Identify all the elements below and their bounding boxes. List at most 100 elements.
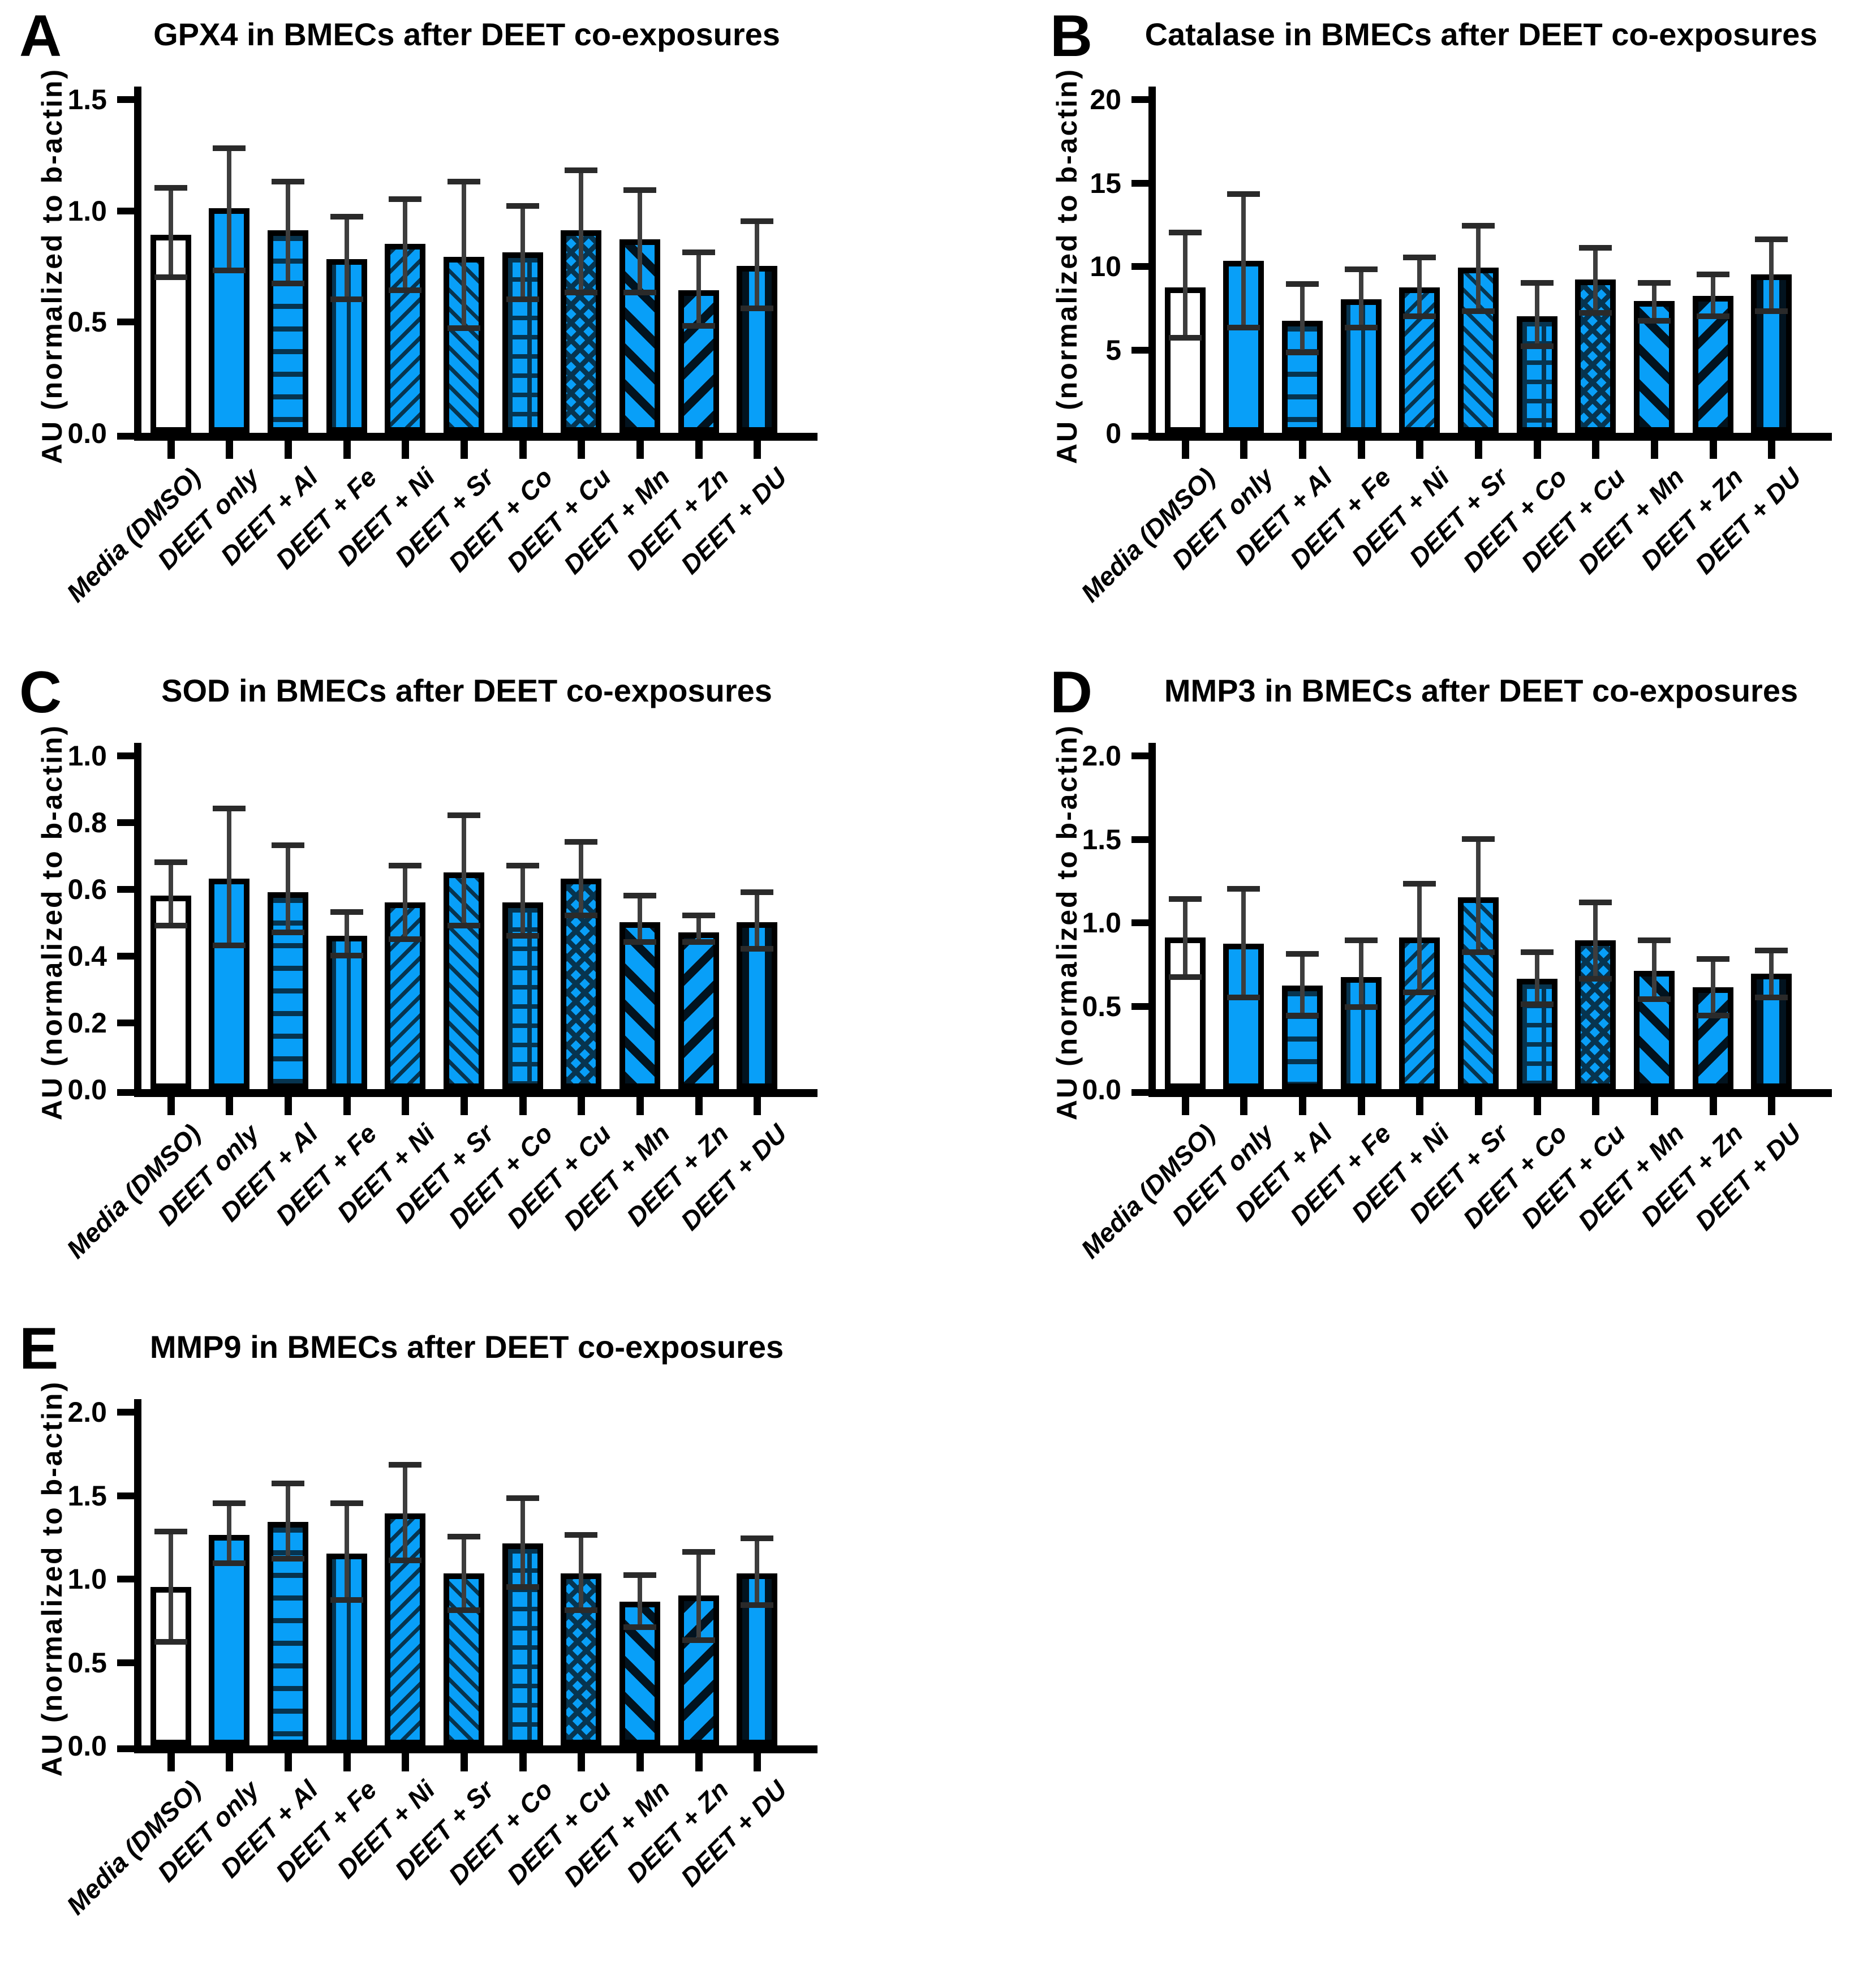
error-bar-cap-bottom	[1637, 318, 1671, 324]
error-bar-line	[403, 1465, 408, 1560]
error-bar-cap-top	[623, 187, 656, 193]
error-bar-cap-top	[1344, 266, 1378, 272]
x-tick-mark	[754, 1097, 761, 1115]
y-tick-label: 10	[1090, 251, 1121, 282]
x-tick-mark	[343, 441, 351, 459]
y-axis-line	[134, 87, 141, 441]
error-bar-line	[1651, 282, 1656, 321]
bar-deet-zn	[678, 932, 719, 1089]
error-bar-cap-top	[154, 859, 187, 865]
panel-a-letter: A	[19, 3, 62, 69]
error-bar-cap-top	[1403, 881, 1436, 887]
x-tick-mark	[343, 1753, 351, 1771]
y-tick-label: 1.0	[1082, 907, 1121, 939]
panel-d-letter: D	[1050, 660, 1093, 725]
bar-deet-sr	[444, 872, 484, 1089]
error-bar-cap-bottom	[1579, 976, 1612, 982]
error-bar-cap-bottom	[623, 1624, 656, 1630]
error-bar-cap-top	[448, 812, 480, 819]
x-tick-mark	[1475, 441, 1482, 459]
y-tick-label: 0.5	[67, 1646, 107, 1679]
x-tick-mark	[636, 441, 644, 459]
y-tick-mark	[1131, 96, 1148, 103]
y-tick-label: 0.5	[67, 306, 107, 338]
x-tick-mark	[461, 1753, 468, 1771]
x-axis-line	[134, 433, 817, 441]
error-bar-cap-bottom	[389, 1557, 422, 1563]
error-bar-cap-bottom	[1403, 313, 1436, 319]
error-bar-line	[696, 915, 701, 943]
error-bar-cap-top	[1637, 279, 1671, 286]
bar-deet-fe	[1340, 299, 1382, 433]
error-bar-cap-bottom	[623, 939, 656, 945]
x-tick-mark	[167, 1097, 175, 1115]
error-bar-line	[1534, 282, 1539, 346]
panel-d: D MMP3 in BMECs after DEET co-exposures …	[938, 656, 1876, 1313]
x-tick-mark	[402, 1097, 410, 1115]
error-bar-cap-bottom	[389, 936, 422, 942]
error-bar-line	[520, 1498, 525, 1587]
panel-c-chart: 0.0 0.2 0.4 0.6 0.8 1.0 Media (DMSO) DEET only D…	[0, 656, 938, 1313]
error-bar-line	[227, 1503, 232, 1564]
error-bar-line	[1710, 274, 1715, 316]
error-bar-cap-bottom	[448, 922, 480, 928]
error-bar-cap-top	[682, 913, 715, 919]
error-bar-line	[520, 865, 525, 936]
panel-a: A GPX4 in BMECs after DEET co-exposures …	[0, 0, 938, 656]
error-bar-line	[579, 170, 584, 293]
error-bar-cap-bottom	[506, 296, 539, 302]
error-bar-cap-top	[389, 862, 422, 868]
error-bar-cap-top	[330, 909, 363, 915]
error-bar-line	[1769, 950, 1774, 997]
error-bar-cap-top	[1286, 281, 1319, 287]
error-bar-cap-top	[1462, 836, 1495, 842]
x-tick-mark	[1650, 441, 1658, 459]
error-bar-line	[755, 221, 760, 308]
y-tick-mark	[1131, 1003, 1148, 1010]
error-bar-cap-top	[565, 839, 598, 845]
y-tick-label: 0.6	[67, 874, 107, 905]
error-bar-line	[1769, 239, 1774, 311]
y-tick-label: 1.0	[67, 195, 107, 227]
error-bar-cap-bottom	[1344, 1004, 1378, 1010]
y-tick-mark	[117, 1089, 134, 1096]
error-bar-cap-bottom	[213, 1560, 246, 1567]
error-bar-cap-bottom	[1696, 1013, 1729, 1019]
error-bar-line	[1534, 952, 1539, 1004]
error-bar-cap-top	[741, 889, 774, 895]
error-bar-line	[344, 217, 349, 299]
x-tick-mark	[519, 1097, 527, 1115]
error-bar-line	[1593, 902, 1598, 979]
x-tick-mark	[695, 441, 703, 459]
error-bar-cap-top	[1579, 899, 1612, 905]
error-bar-line	[462, 181, 466, 329]
error-bar-cap-bottom	[1168, 334, 1202, 341]
error-bar-cap-top	[565, 1532, 598, 1538]
error-bar-line	[1476, 838, 1481, 953]
x-tick-mark	[226, 441, 234, 459]
error-bar-cap-top	[1168, 230, 1202, 235]
x-tick-mark	[519, 1753, 527, 1771]
error-bar-cap-top	[623, 1572, 656, 1578]
x-tick-mark	[285, 1097, 292, 1115]
x-tick-mark	[1416, 1097, 1424, 1115]
bar-deet-cu	[1575, 279, 1616, 433]
x-tick-mark	[1357, 441, 1365, 459]
error-bar-line	[1241, 889, 1246, 997]
error-bar-line	[462, 815, 466, 926]
error-bar-line	[1241, 194, 1246, 328]
y-tick-label: 0.8	[67, 807, 107, 838]
y-tick-mark	[1131, 263, 1148, 270]
error-bar-cap-bottom	[506, 932, 539, 939]
y-tick-mark	[117, 819, 134, 826]
x-tick-mark	[1299, 441, 1307, 459]
x-tick-mark	[461, 441, 468, 459]
y-tick-mark	[117, 752, 134, 759]
x-tick-mark	[1533, 1097, 1541, 1115]
error-bar-cap-bottom	[623, 290, 656, 296]
panel-b: B Catalase in BMECs after DEET co-exposu…	[938, 0, 1876, 656]
error-bar-cap-bottom	[389, 287, 422, 294]
error-bar-cap-bottom	[272, 281, 305, 287]
x-tick-mark	[1709, 1097, 1717, 1115]
